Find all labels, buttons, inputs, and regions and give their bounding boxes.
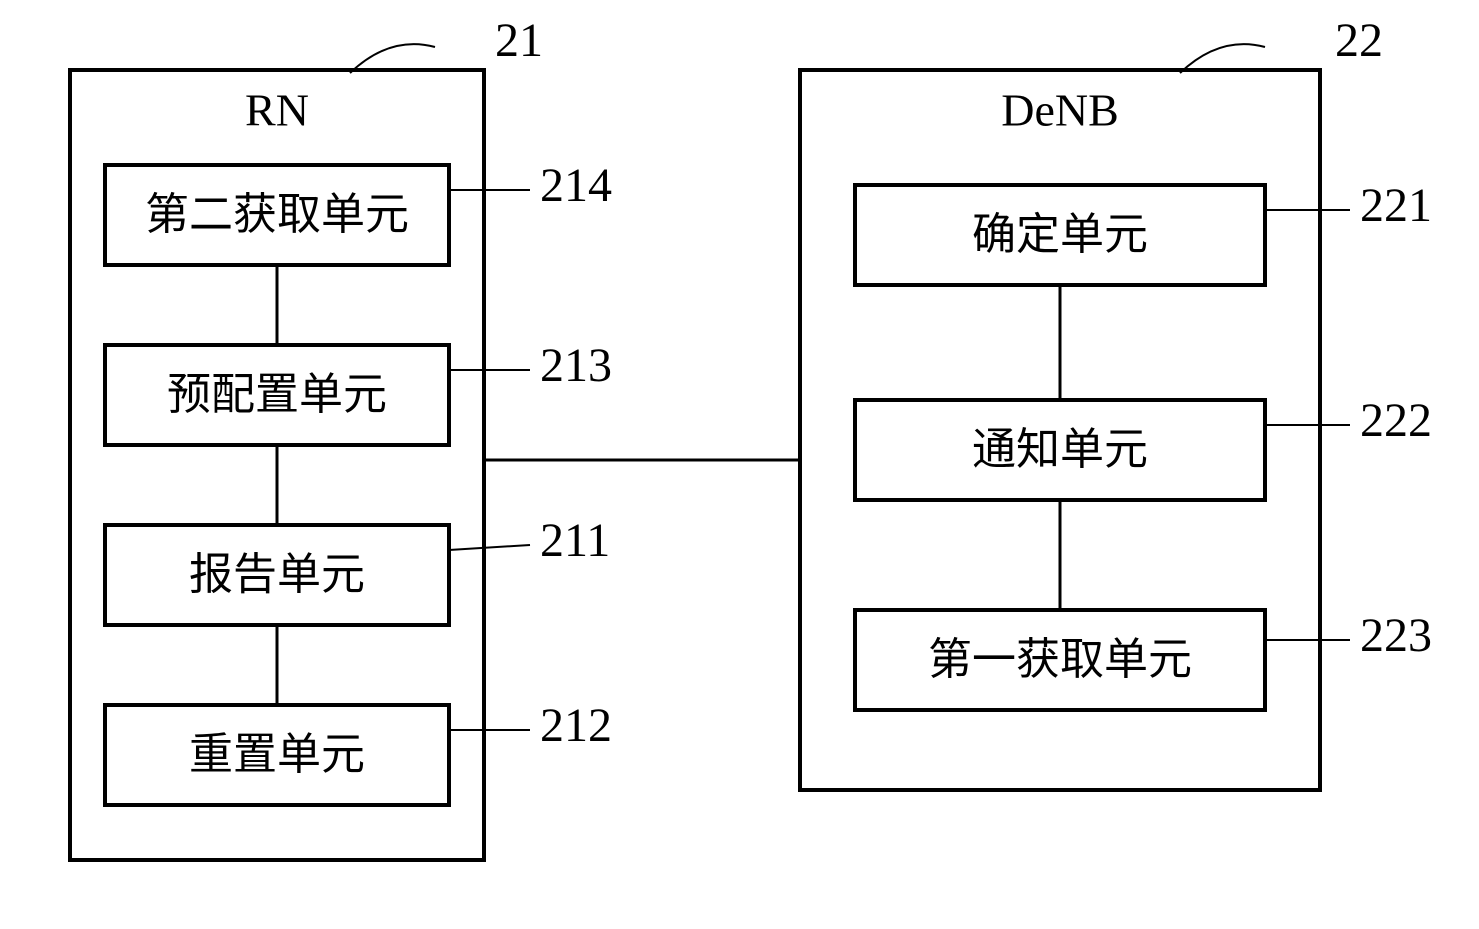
unit-label-223: 第一获取单元 [928, 635, 1192, 684]
unit-label-221: 确定单元 [972, 210, 1148, 259]
unit-label-212: 重置单元 [189, 730, 365, 779]
ref-label-221: 221 [1360, 179, 1432, 232]
ref-label-213: 213 [540, 339, 612, 392]
ref-label-211: 211 [540, 514, 610, 567]
unit-label-211: 报告单元 [189, 550, 365, 599]
unit-label-222: 通知单元 [972, 425, 1148, 474]
ref-label-212: 212 [540, 699, 612, 752]
ref-label-21: 21 [495, 14, 543, 67]
block-diagram: RN 第二获取单元预配置单元报告单元重置单元 DeNB 确定单元通知单元第一获取单元 2… [0, 0, 1479, 929]
block-title: DeNB [1001, 85, 1119, 136]
unit-label-214: 第二获取单元 [145, 190, 409, 239]
block-title: RN [245, 85, 309, 136]
ref-label-222: 222 [1360, 394, 1432, 447]
ref-label-22: 22 [1335, 14, 1383, 67]
ref-label-223: 223 [1360, 609, 1432, 662]
ref-label-214: 214 [540, 159, 612, 212]
unit-label-213: 预配置单元 [167, 370, 387, 419]
